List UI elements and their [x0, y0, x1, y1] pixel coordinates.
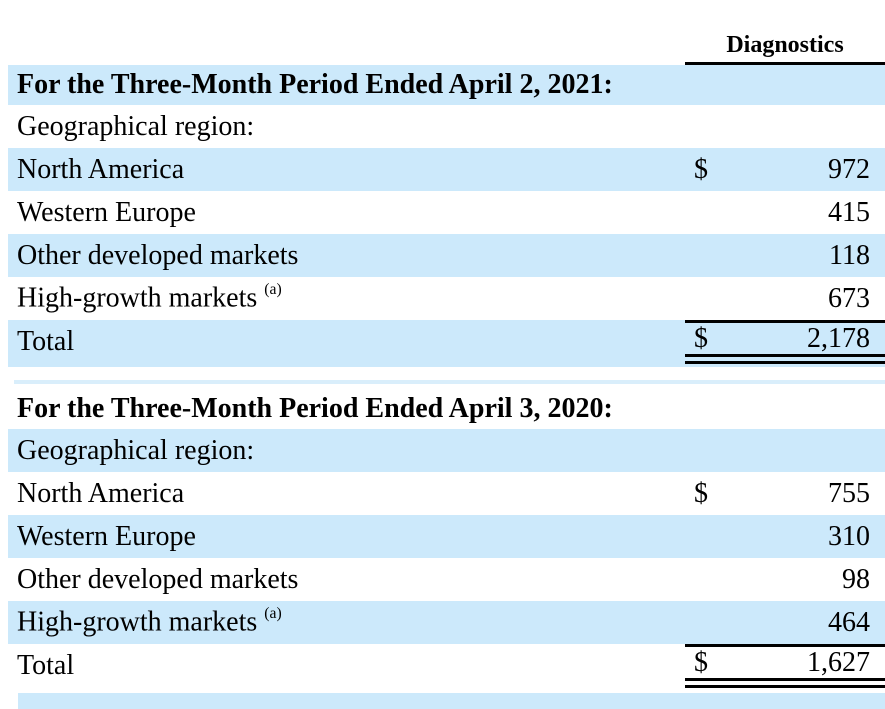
group-label-row: Geographical region: — [8, 105, 885, 148]
bottom-accent-bar — [18, 693, 885, 709]
total-row-2021: Total $ 2,178 — [8, 320, 885, 367]
group-label: Geographical region: — [17, 110, 255, 142]
row-value: 310 — [828, 520, 870, 552]
row-label: North America — [17, 153, 185, 185]
currency-symbol: $ — [694, 646, 708, 678]
total-row-2020: Total $ 1,627 — [8, 644, 885, 691]
section-gap — [0, 367, 885, 380]
section-title-label: For the Three-Month Period Ended April 2… — [17, 69, 613, 100]
row-value: 972 — [828, 153, 870, 185]
section-separator — [14, 380, 885, 384]
column-header-spacer — [8, 23, 685, 65]
row-value: 464 — [828, 606, 870, 638]
row-value: 755 — [828, 477, 870, 509]
section-title-valcol — [685, 65, 885, 105]
row-label: Other developed markets — [17, 239, 299, 271]
table-row: Western Europe 415 — [8, 191, 885, 234]
total-valcol: $ 1,627 — [685, 644, 885, 688]
group-label: Geographical region: — [17, 434, 255, 466]
table-row: High-growth markets (a) 464 — [8, 601, 885, 644]
footnote-marker: (a) — [264, 605, 282, 623]
column-header-label: Diagnostics — [726, 32, 844, 58]
row-label-text: High-growth markets — [17, 606, 258, 638]
table-row: North America $ 755 — [8, 472, 885, 515]
section-title-2021: For the Three-Month Period Ended April 2… — [8, 65, 885, 105]
row-label: High-growth markets (a) — [8, 605, 685, 638]
row-label: North America — [17, 477, 185, 509]
column-header-row: Diagnostics — [8, 23, 885, 65]
total-valcol: $ 2,178 — [685, 320, 885, 364]
total-label: Total — [17, 326, 75, 357]
row-label: High-growth markets (a) — [8, 281, 685, 314]
currency-symbol: $ — [694, 153, 708, 185]
currency-symbol: $ — [694, 322, 708, 354]
table-row: Other developed markets 118 — [8, 234, 885, 277]
row-label: Other developed markets — [17, 563, 299, 595]
group-label-row: Geographical region: — [8, 429, 885, 472]
total-value: 2,178 — [807, 322, 870, 354]
section-title-label: For the Three-Month Period Ended April 3… — [17, 393, 613, 424]
row-value: 415 — [828, 196, 870, 228]
row-label: Western Europe — [17, 520, 196, 552]
table-row: North America $ 972 — [8, 148, 885, 191]
column-header-diagnostics: Diagnostics — [685, 23, 885, 65]
total-label: Total — [17, 650, 75, 681]
table-row: Other developed markets 98 — [8, 558, 885, 601]
row-label-text: High-growth markets — [17, 282, 258, 314]
footnote-marker: (a) — [264, 281, 282, 299]
row-value: 118 — [829, 239, 870, 271]
row-value: 673 — [828, 282, 870, 314]
currency-symbol: $ — [694, 477, 708, 509]
row-value: 98 — [842, 563, 870, 595]
section-title-2020: For the Three-Month Period Ended April 3… — [8, 389, 885, 429]
table-row: Western Europe 310 — [8, 515, 885, 558]
row-label: Western Europe — [17, 196, 196, 228]
table-row: High-growth markets (a) 673 — [8, 277, 885, 320]
total-value: 1,627 — [807, 646, 870, 678]
